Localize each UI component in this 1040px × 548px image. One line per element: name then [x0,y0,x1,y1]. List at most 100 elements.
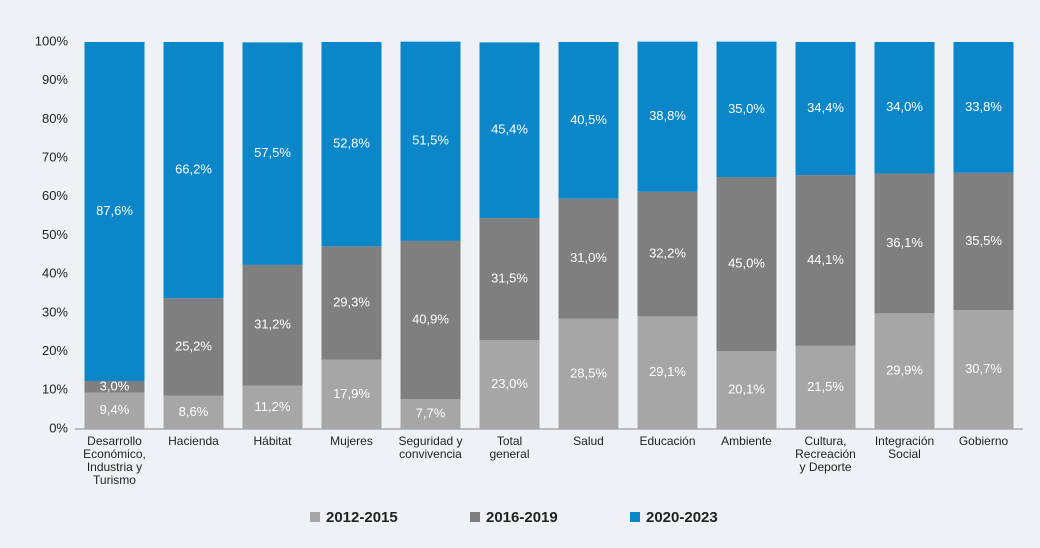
bar-segment [479,218,540,340]
y-tick-label: 50% [42,227,68,242]
legend-label: 2012-2015 [326,509,398,526]
x-tick-label: Mujeres [330,434,373,448]
x-tick-label: Integración Social [874,434,935,461]
y-tick-label: 10% [42,382,68,397]
data-label: 31,2% [254,317,291,332]
bar-segment [874,173,935,314]
bar-segment [716,351,777,429]
y-tick-label: 60% [42,188,68,203]
bar-segment [637,41,698,192]
y-tick-label: 70% [42,150,68,165]
bar-segment [400,399,461,429]
data-label: 7,7% [416,406,446,421]
bar-segment [479,339,540,429]
bar-segment [637,191,698,317]
data-label: 87,6% [96,203,133,218]
bar-segment [84,392,145,429]
bar-segment [242,42,303,265]
bar-segment [953,310,1014,429]
data-label: 34,0% [886,99,923,114]
legend-swatch [470,512,480,522]
bar-segment [242,385,303,429]
data-label: 8,6% [179,404,209,419]
legend-label: 2016-2019 [486,509,558,526]
x-tick-label: Ambiente [721,434,772,448]
data-label: 35,5% [965,233,1002,248]
data-label: 11,2% [255,399,291,414]
bar-segment [795,175,856,346]
bar-segment [84,381,145,393]
y-tick-label: 40% [42,266,68,281]
bar-segment [321,246,382,360]
bar-segment [321,42,382,247]
x-tick-label: Desarrollo Económico, Industria y Turism… [83,434,146,487]
data-label: 29,3% [333,294,370,309]
bar-segment [716,41,777,178]
y-tick-label: 0% [49,420,68,435]
legend-swatch [310,512,320,522]
x-tick-label: Hábitat [253,434,292,448]
legend-swatch [630,512,640,522]
x-tick-label: Hacienda [168,434,219,448]
y-tick-label: 100% [35,33,69,48]
bar-segment [874,313,935,429]
data-label: 29,9% [886,363,923,378]
data-label: 57,5% [254,145,291,160]
bar-segment [558,42,619,199]
y-tick-label: 90% [42,72,68,87]
y-tick-label: 20% [42,343,68,358]
bar-segment [874,42,935,174]
x-tick-label: Educación [639,434,696,448]
data-label: 40,5% [570,112,607,127]
data-label: 66,2% [175,162,212,177]
y-tick-label: 80% [42,111,68,126]
data-label: 17,9% [333,386,370,401]
data-label: 9,4% [100,402,130,417]
bar-segment [242,264,303,386]
x-tick-label: Salud [573,434,604,448]
bar-segment [321,359,382,429]
data-label: 32,2% [649,246,686,261]
bar-segment [795,42,856,176]
bar-segment [163,42,224,299]
bar-segment [953,42,1014,173]
bar-segment [84,42,145,382]
data-label: 35,0% [728,101,765,116]
data-label: 40,9% [412,311,449,326]
bar-segment [400,41,461,241]
data-label: 30,7% [965,361,1002,376]
data-label: 45,0% [728,256,765,271]
x-tick-label: Total general [489,434,530,461]
bar-segment [163,298,224,396]
data-label: 31,0% [570,250,607,265]
x-tick-label: Cultura, Recreación y Deporte [795,434,856,474]
bar-segment [400,240,461,400]
data-label: 34,4% [807,100,844,115]
data-label: 25,2% [175,338,212,353]
data-label: 33,8% [965,99,1002,114]
data-label: 29,1% [649,364,686,379]
data-label: 31,5% [491,270,528,285]
bar-segment [716,177,777,352]
x-tick-label: Seguridad y convivencia [398,434,463,461]
bar-segment [795,345,856,429]
bar-segment [558,198,619,319]
data-label: 20,1% [728,382,765,397]
data-label: 3,0% [100,378,130,393]
data-label: 52,8% [333,136,370,151]
x-tick-label: Gobierno [958,434,1009,448]
bar-segment [637,316,698,429]
data-label: 36,1% [886,235,923,250]
bar-segment [479,42,540,219]
legend-label: 2020-2023 [646,509,718,526]
y-tick-label: 30% [42,304,68,319]
data-label: 38,8% [649,108,686,123]
data-label: 44,1% [807,252,844,267]
bar-segment [163,395,224,429]
data-label: 45,4% [491,122,528,137]
data-label: 28,5% [570,365,607,380]
data-label: 21,5% [807,379,844,394]
bar-segment [558,318,619,429]
